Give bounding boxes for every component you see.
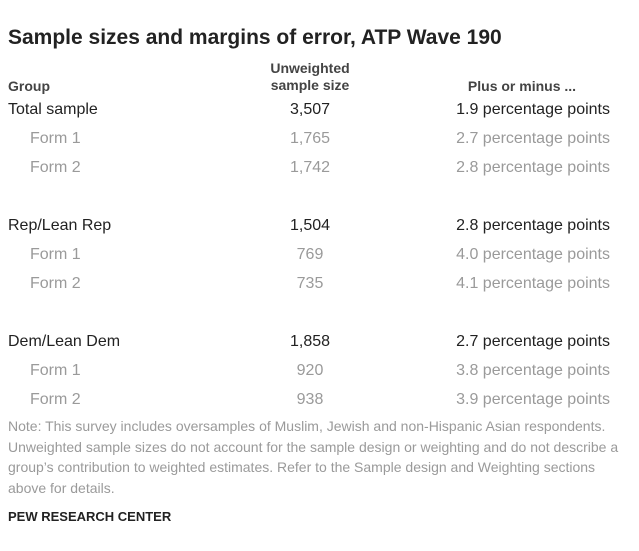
column-header: Unweighted sample size bbox=[270, 60, 350, 93]
group-label: Form 1 bbox=[30, 362, 81, 379]
group-label: Form 2 bbox=[30, 275, 81, 292]
sample-size: 3,507 bbox=[289, 101, 331, 118]
sample-size: 769 bbox=[296, 246, 324, 263]
group-label: Form 2 bbox=[30, 391, 81, 408]
column-header: Plus or minus ... bbox=[467, 78, 577, 94]
margin-of-error: 2.8 percentage points bbox=[456, 217, 610, 234]
margin-of-error: 2.8 percentage points bbox=[456, 159, 610, 176]
margin-of-error: 4.1 percentage points bbox=[456, 275, 610, 292]
sample-size: 1,742 bbox=[289, 159, 331, 176]
margin-of-error: 3.8 percentage points bbox=[456, 362, 610, 379]
margin-of-error: 1.9 percentage points bbox=[456, 101, 610, 118]
source: PEW RESEARCH CENTER bbox=[8, 509, 172, 524]
sample-size: 1,765 bbox=[289, 130, 331, 147]
sample-size: 1,504 bbox=[289, 217, 331, 234]
group-label: Form 2 bbox=[30, 159, 81, 176]
group-label: Dem/Lean Dem bbox=[8, 333, 121, 350]
column-header: Group bbox=[8, 78, 50, 94]
note: Note: This survey includes oversamples o… bbox=[8, 418, 619, 496]
margin-of-error: 4.0 percentage points bbox=[456, 246, 610, 263]
sample-size: 920 bbox=[296, 362, 324, 379]
sample-size: 1,858 bbox=[289, 333, 331, 350]
group-label: Form 1 bbox=[30, 130, 81, 147]
group-label: Total sample bbox=[8, 101, 98, 118]
margin-of-error: 3.9 percentage points bbox=[456, 391, 610, 408]
group-label: Form 1 bbox=[30, 246, 81, 263]
sample-size: 735 bbox=[296, 275, 324, 292]
sample-size: 938 bbox=[296, 391, 324, 408]
title: Sample sizes and margins of error, ATP W… bbox=[8, 26, 502, 49]
margin-of-error: 2.7 percentage points bbox=[456, 333, 610, 350]
margin-of-error: 2.7 percentage points bbox=[456, 130, 610, 147]
group-label: Rep/Lean Rep bbox=[8, 217, 112, 234]
